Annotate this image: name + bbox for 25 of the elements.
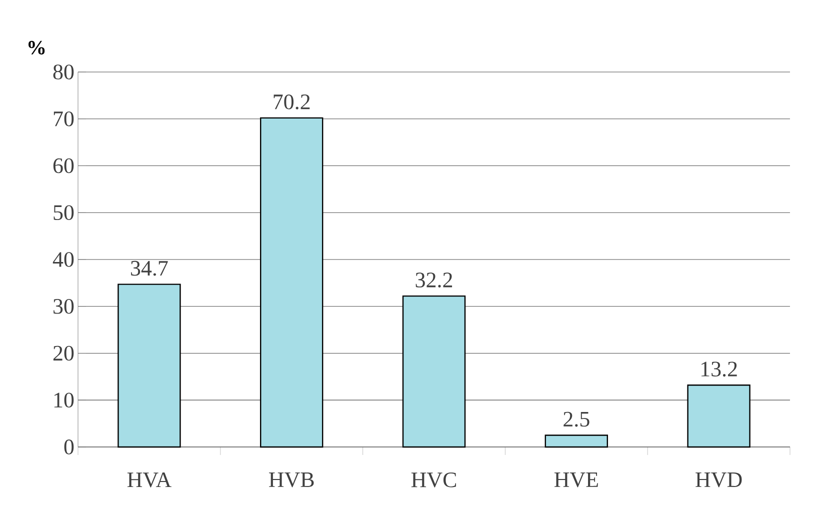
y-tick-label: 60 xyxy=(53,158,74,174)
y-tick-label: 0 xyxy=(64,440,74,454)
x-tick-label: HVE xyxy=(554,472,598,488)
data-label: 34.7 xyxy=(131,260,168,276)
y-axis-title: % xyxy=(28,40,45,54)
y-tick-label: 10 xyxy=(54,392,74,408)
y-tick-label: 50 xyxy=(54,205,74,220)
bar xyxy=(544,434,608,448)
x-tick-label: HVC xyxy=(411,472,456,488)
data-label: 2.5 xyxy=(564,412,590,427)
x-tick-label: HVB xyxy=(269,472,314,488)
bar xyxy=(260,117,324,448)
x-tick-label: HVA xyxy=(127,472,172,488)
y-tick-label: 20 xyxy=(53,346,74,361)
bar xyxy=(687,384,750,448)
bar xyxy=(118,284,181,448)
data-label: 13.2 xyxy=(701,362,737,377)
x-tick-label: HVD xyxy=(696,472,742,488)
y-tick-label: 30 xyxy=(54,298,74,314)
data-label: 32.2 xyxy=(416,272,452,288)
y-tick-label: 40 xyxy=(52,252,74,267)
y-tick-label: 80 xyxy=(53,64,74,80)
y-tick-label: 70 xyxy=(54,111,74,126)
bar xyxy=(402,295,466,448)
data-label: 70.2 xyxy=(274,94,310,110)
